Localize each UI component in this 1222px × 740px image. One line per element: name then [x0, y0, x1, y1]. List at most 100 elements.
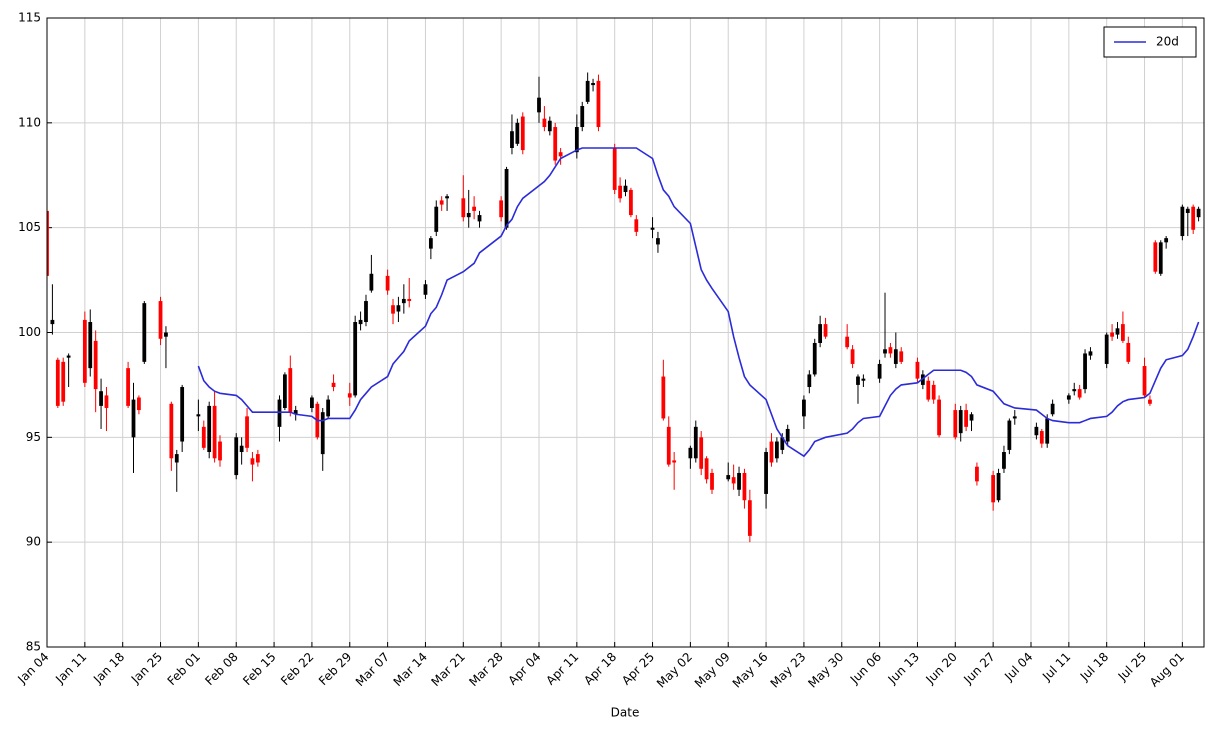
candle-body [915, 361, 920, 379]
candle-body [277, 399, 282, 427]
candle-body [1153, 242, 1158, 272]
candle-body [1121, 324, 1125, 341]
candle-body [1115, 328, 1120, 335]
candle-body [823, 324, 828, 337]
candle-body [1039, 431, 1044, 444]
candle-body [320, 412, 325, 455]
candle-body [234, 437, 239, 476]
candle-body [1126, 342, 1131, 362]
x-tick-label: Feb 01 [165, 650, 203, 688]
candle-body [1180, 206, 1185, 237]
candle-body [347, 393, 352, 398]
candle-body [547, 120, 552, 132]
x-tick-label: Mar 21 [428, 650, 467, 689]
x-tick-label: Feb 29 [316, 650, 354, 688]
candle-body [1072, 389, 1077, 392]
candle-body [877, 363, 882, 379]
x-tick-label: May 02 [654, 650, 695, 691]
candle-body [710, 472, 714, 490]
candle-body [1002, 452, 1006, 469]
x-tick-label: Jun 20 [923, 650, 960, 687]
x-tick-label: Jul 04 [1001, 650, 1035, 684]
candle-body [401, 298, 406, 304]
candle-body [585, 80, 590, 102]
candle-body [1164, 238, 1169, 243]
candle-body [623, 185, 628, 193]
candle-body [423, 284, 428, 295]
candle-body [515, 122, 520, 144]
candle-body [93, 340, 98, 390]
candle-body [856, 376, 860, 385]
x-tick-label: Apr 18 [581, 650, 619, 688]
candle-body [472, 206, 477, 211]
candle-body [288, 368, 293, 413]
candle-body [369, 273, 374, 291]
y-tick-label: 95 [26, 430, 41, 444]
candle-body [688, 447, 693, 459]
candle-body [574, 127, 579, 153]
candle-body [1110, 332, 1114, 337]
candle-body [1012, 416, 1017, 419]
candle-body [850, 349, 855, 364]
candle-body [142, 303, 147, 362]
x-tick-label: Jul 11 [1039, 650, 1073, 684]
y-tick-label: 105 [18, 220, 41, 234]
x-tick-label: Apr 04 [506, 650, 544, 688]
candle-body [445, 196, 449, 199]
candle-body [47, 210, 49, 276]
candle-body [726, 475, 731, 480]
legend-label: 20d [1156, 35, 1179, 49]
x-tick-label: May 30 [805, 650, 846, 691]
candle-body [50, 319, 55, 325]
candle-body [591, 82, 595, 86]
candle-body [131, 399, 136, 438]
x-tick-label: Mar 14 [391, 650, 430, 689]
candle-body [282, 374, 287, 408]
candle-body [693, 426, 698, 459]
candle-body [1034, 426, 1039, 436]
candle-body [780, 437, 785, 450]
candle-body [1185, 208, 1190, 213]
x-tick-label: Mar 07 [353, 650, 392, 689]
y-tick-label: 115 [18, 11, 41, 25]
candle-body [612, 147, 617, 190]
candle-body [510, 131, 514, 148]
candle-body [926, 380, 931, 400]
candle-body [331, 382, 336, 388]
candle-body [975, 466, 979, 482]
candle-body [807, 374, 812, 388]
x-tick-label: Jan 11 [52, 650, 89, 687]
candle-body [1142, 366, 1147, 396]
candle-body [218, 441, 222, 461]
candle-body [364, 301, 368, 323]
candle-body [391, 305, 395, 314]
candle-body [164, 332, 168, 337]
candle-body [542, 118, 547, 128]
candle-body [596, 80, 601, 128]
candle-body [99, 391, 103, 406]
candle-body [958, 410, 963, 434]
candle-body [845, 336, 850, 348]
x-tick-label: Jun 27 [960, 650, 997, 687]
x-tick-label: May 16 [730, 650, 771, 691]
candle-body [174, 454, 179, 463]
candle-body [461, 198, 466, 218]
candle-body [245, 416, 249, 448]
candle-body [672, 460, 677, 463]
candle-body [126, 368, 130, 406]
candle-body [66, 355, 71, 358]
x-tick-label: Jan 25 [128, 650, 165, 687]
candle-body [1083, 353, 1087, 390]
x-tick-label: Feb 15 [240, 650, 278, 688]
candle-body [255, 454, 260, 463]
candle-body [661, 376, 666, 419]
x-tick-label: Apr 25 [619, 650, 657, 688]
candle-body [158, 301, 163, 339]
candle-body [737, 472, 741, 490]
candle-body [931, 384, 936, 400]
candle-body [310, 397, 314, 408]
candle-body [629, 189, 633, 216]
candle-body [650, 227, 655, 230]
candle-body [964, 410, 969, 427]
candle-body [769, 441, 774, 463]
